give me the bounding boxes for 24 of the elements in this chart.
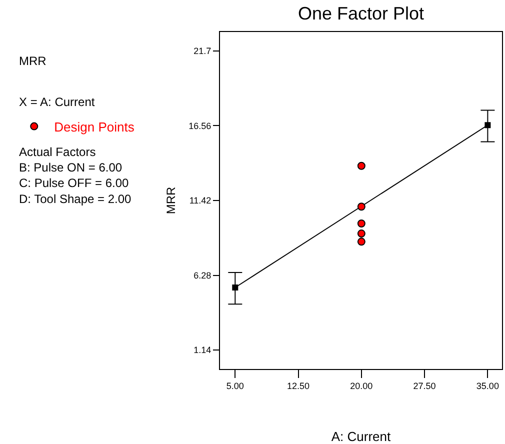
x-tick-label: 27.50 xyxy=(413,380,436,391)
point xyxy=(357,238,366,246)
legend-label: Design Points xyxy=(54,119,135,134)
x-tick-label: 35.00 xyxy=(476,380,499,391)
point xyxy=(357,162,366,170)
y-tick-label: 6.28 xyxy=(194,270,212,280)
point xyxy=(357,230,366,238)
text: Actual Factors B: Pulse ON = 6.00 C: Pulse OFF = 6.00 D: Tool Shape = 2.00 xyxy=(19,145,132,206)
y-tick-label: 16.56 xyxy=(188,120,212,131)
point xyxy=(484,122,491,128)
y-axis-title: MRR xyxy=(164,186,178,214)
x-axis-title: A: Current xyxy=(331,429,392,444)
text: X = A: Current xyxy=(19,95,96,109)
x-tick-label: 20.00 xyxy=(350,380,373,391)
y-tick-label: 21.7 xyxy=(194,46,212,56)
y-tick-label: 11.42 xyxy=(189,196,212,206)
y-tick-label: 1.14 xyxy=(194,345,212,356)
chart-title: One Factor Plot xyxy=(298,3,424,24)
point xyxy=(357,219,366,228)
point xyxy=(357,202,366,211)
point xyxy=(232,284,238,291)
text: MRR xyxy=(19,54,47,68)
x-tick-label: 5.00 xyxy=(226,380,244,391)
x-tick-label: 12.50 xyxy=(287,380,310,391)
